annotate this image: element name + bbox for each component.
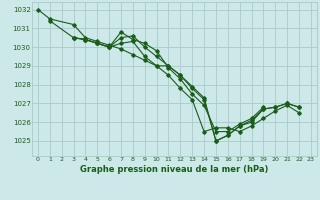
X-axis label: Graphe pression niveau de la mer (hPa): Graphe pression niveau de la mer (hPa) — [80, 165, 268, 174]
